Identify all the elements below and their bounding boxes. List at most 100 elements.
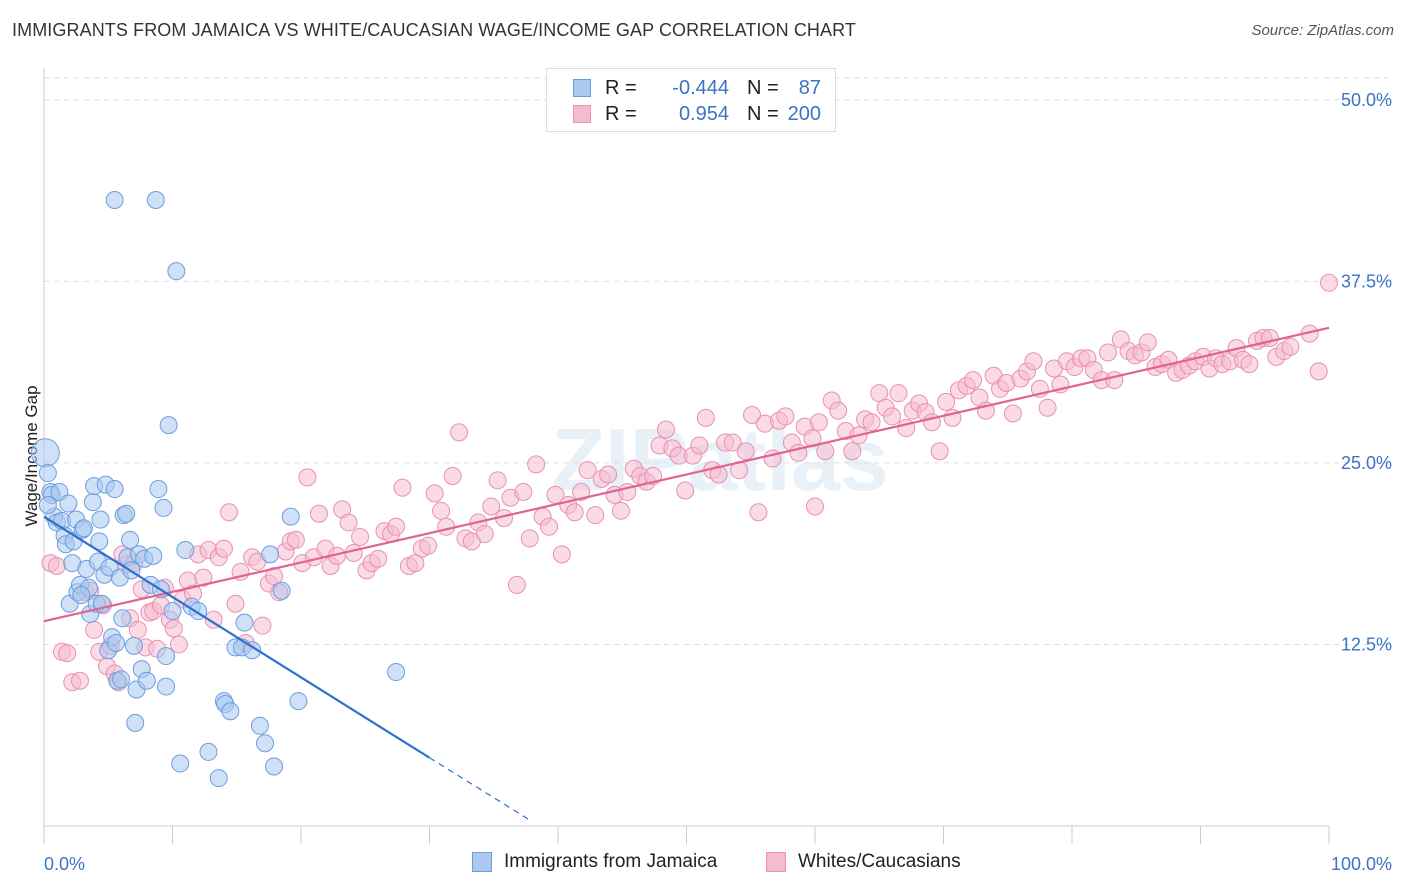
point-jamaica [221,702,240,721]
point-whites [930,442,949,461]
point-jamaica [154,498,173,517]
point-whites [339,513,358,532]
point-jamaica [256,734,275,753]
point-jamaica [199,742,218,761]
y-tick-label: 50.0% [1341,90,1392,110]
point-whites [964,371,983,390]
point-whites [1260,328,1279,347]
point-whites [816,442,835,461]
point-jamaica [121,530,140,549]
point-jamaica [163,602,182,621]
legend-r-value: 0.954 [678,102,729,125]
point-whites [286,530,305,549]
point-jamaica [250,716,269,735]
legend-n-label: N = [747,76,779,99]
y-tick-label: 12.5% [1341,634,1392,654]
point-whites [676,481,695,500]
point-jamaica [157,677,176,696]
point-jamaica [289,692,308,711]
point-whites [527,455,546,474]
point-whites [70,671,89,690]
point-whites [578,461,597,480]
point-whites [214,539,233,558]
point-whites [690,436,709,455]
point-whites [1240,355,1259,374]
point-whites [709,465,728,484]
point-whites [437,517,456,536]
point-whites [488,471,507,490]
point-whites [540,517,559,536]
point-whites [85,620,104,639]
legend-label-whites: Whites/Caucasians [798,851,961,872]
point-jamaica [117,504,136,523]
point-jamaica [126,713,145,732]
point-jamaica [171,754,190,773]
point-whites [169,635,188,654]
point-whites [128,620,147,639]
point-whites [1003,404,1022,423]
trend-line-jamaica [43,515,431,759]
point-jamaica [137,671,156,690]
point-whites [393,478,412,497]
point-whites [351,527,370,546]
point-jamaica [72,586,91,605]
legend-r-label: R = [605,102,637,125]
point-whites [843,442,862,461]
trend-line-whites [43,326,1330,623]
legend-row-jamaica: R = -0.444 N = 87 [573,76,821,100]
point-whites [809,413,828,432]
point-whites [226,594,245,613]
point-whites [482,497,501,516]
point-jamaica [157,647,176,666]
point-jamaica [176,541,195,560]
point-jamaica [149,480,168,499]
point-jamaica [106,633,125,652]
point-whites [443,466,462,485]
legend-r-value: -0.444 [672,76,729,99]
point-whites [220,503,239,522]
point-whites [432,501,451,520]
point-whites [514,482,533,501]
legend-swatch-jamaica [573,79,591,97]
point-whites [743,405,762,424]
point-whites [552,545,571,564]
point-whites [889,384,908,403]
data-points [30,191,1338,788]
point-whites [565,503,584,522]
point-jamaica [105,191,124,210]
point-jamaica [38,496,57,515]
point-whites [723,433,742,452]
point-jamaica [91,510,110,529]
y-tick-label: 25.0% [1341,453,1392,473]
legend-item-whites[interactable]: Whites/Caucasians [766,851,961,873]
point-whites [736,442,755,461]
legend-swatch-whites [766,852,786,872]
point-whites [586,506,605,525]
point-whites [520,529,539,548]
point-whites [58,644,77,663]
point-whites [309,504,328,523]
point-jamaica [272,581,291,600]
point-whites [862,413,881,432]
x-tick-label: 0.0% [44,854,85,874]
point-whites [298,468,317,487]
point-whites [696,408,715,427]
legend-n-label: N = [747,102,779,125]
legend-item-jamaica[interactable]: Immigrants from Jamaica [472,851,717,873]
point-whites [572,482,591,501]
point-jamaica [90,532,109,551]
point-whites [425,484,444,503]
point-jamaica [74,519,93,538]
point-whites [599,465,618,484]
point-jamaica [83,493,102,512]
point-jamaica [144,546,163,565]
point-jamaica [261,545,280,564]
point-whites [164,619,183,638]
point-whites [1105,371,1124,390]
point-whites [883,407,902,426]
point-jamaica [235,613,254,632]
point-whites [475,525,494,544]
point-jamaica [209,769,228,788]
x-tick-label: 100.0% [1331,854,1392,874]
